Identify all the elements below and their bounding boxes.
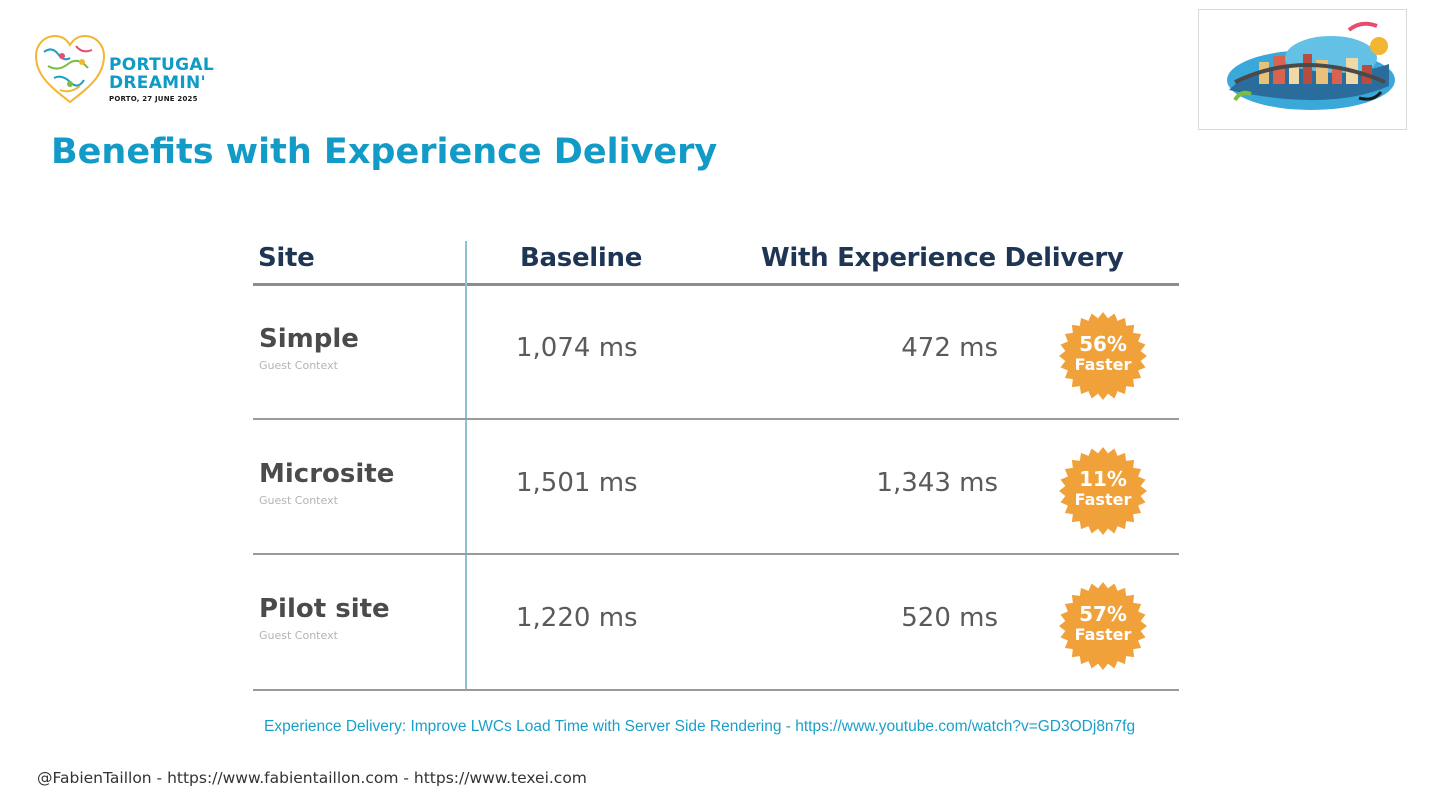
experience-delivery-value: 1,343 ms [876, 468, 998, 498]
badge-percent: 56% [1079, 332, 1127, 356]
logo-text-line2: DREAMIN' [109, 73, 207, 93]
badge-percent: 11% [1079, 467, 1127, 491]
footer-credits: @FabienTaillon - https://www.fabientaill… [37, 769, 587, 787]
row-divider [253, 418, 1179, 420]
site-name: Simple [259, 324, 359, 354]
porto-illustration-image [1227, 21, 1395, 110]
heart-map-logo-icon [34, 34, 106, 104]
baseline-value: 1,074 ms [516, 333, 638, 363]
faster-badge: 11% Faster [1058, 446, 1148, 536]
starburst-badge-icon [1059, 447, 1147, 535]
faster-badge: 57% Faster [1058, 581, 1148, 671]
site-name: Pilot site [259, 594, 390, 624]
site-context: Guest Context [259, 494, 338, 507]
column-header-baseline: Baseline [520, 243, 643, 273]
experience-delivery-value: 472 ms [901, 333, 998, 363]
table-row: Microsite Guest Context 1,501 ms 1,343 m… [228, 420, 1210, 555]
logo-date: PORTO, 27 JUNE 2025 [109, 95, 198, 103]
starburst-badge-icon [1059, 582, 1147, 670]
row-divider [253, 689, 1179, 691]
baseline-value: 1,220 ms [516, 603, 638, 633]
badge-label: Faster [1074, 625, 1132, 644]
table-row: Pilot site Guest Context 1,220 ms 520 ms… [228, 555, 1210, 690]
page-title: Benefits with Experience Delivery [51, 132, 718, 172]
site-name: Microsite [259, 459, 395, 489]
faster-badge: 56% Faster [1058, 311, 1148, 401]
portugal-dreamin-logo: PORTUGAL DREAMIN' PORTO, 27 JUNE 2025 [32, 32, 222, 108]
badge-label: Faster [1074, 355, 1132, 374]
column-header-site: Site [258, 243, 315, 273]
starburst-badge-icon [1059, 312, 1147, 400]
logo-text-line1: PORTUGAL [109, 55, 214, 75]
event-image-frame [1198, 9, 1407, 130]
site-context: Guest Context [259, 359, 338, 372]
source-video-link[interactable]: Experience Delivery: Improve LWCs Load T… [264, 718, 1136, 735]
column-header-experience-delivery: With Experience Delivery [761, 243, 1124, 273]
row-divider [253, 553, 1179, 555]
site-context: Guest Context [259, 629, 338, 642]
experience-delivery-value: 520 ms [901, 603, 998, 633]
badge-label: Faster [1074, 490, 1132, 509]
column-divider [465, 241, 467, 691]
table-row: Simple Guest Context 1,074 ms 472 ms 56%… [228, 285, 1210, 420]
badge-percent: 57% [1079, 602, 1127, 626]
benefits-table: Site Baseline With Experience Delivery S… [228, 205, 1210, 710]
header-divider [253, 283, 1179, 286]
baseline-value: 1,501 ms [516, 468, 638, 498]
